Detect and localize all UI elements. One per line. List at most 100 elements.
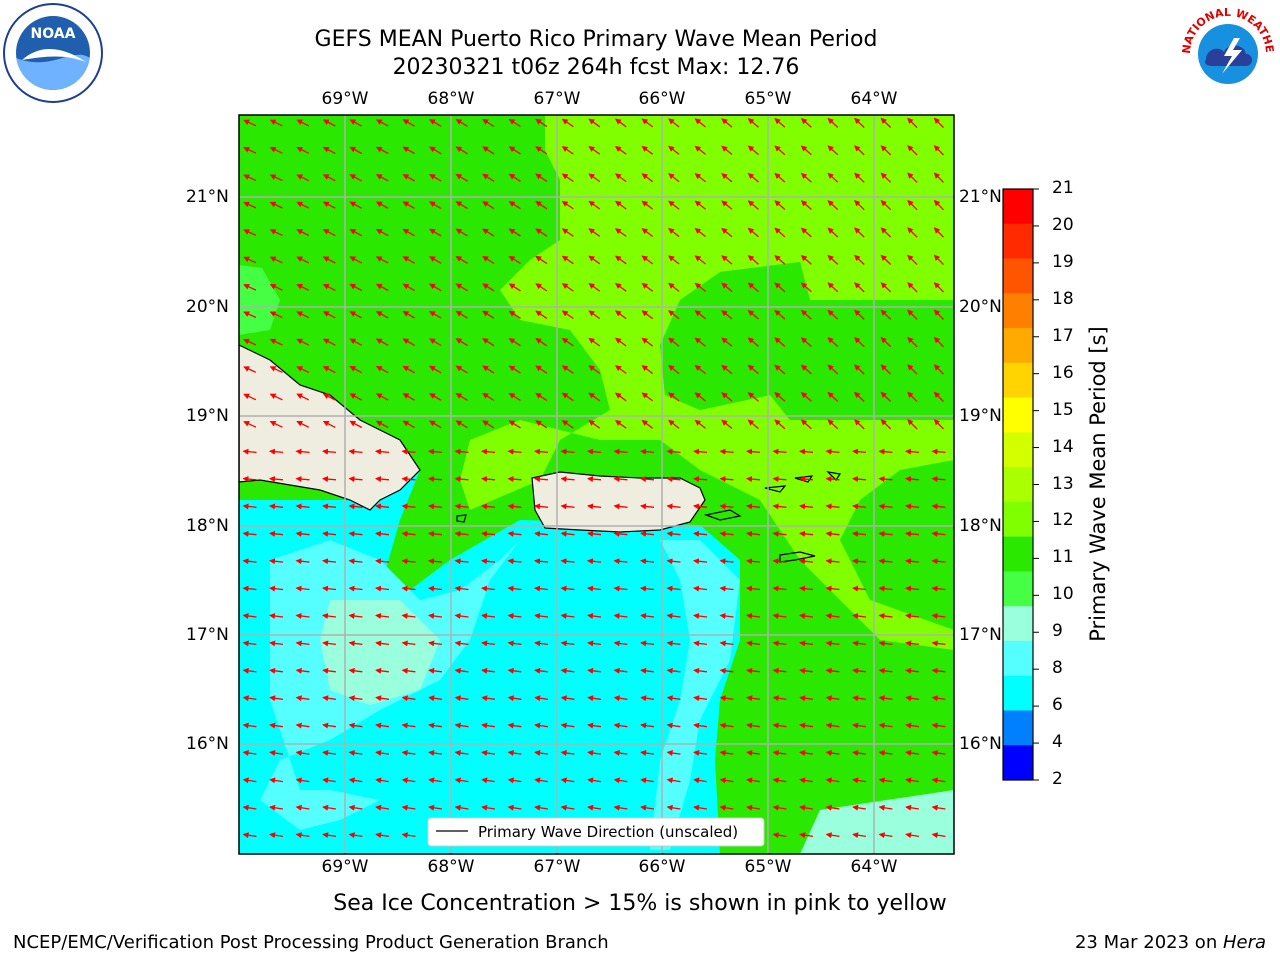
- wave-arrow: [375, 420, 389, 429]
- wave-arrow: [852, 585, 867, 592]
- lon-label-top-64w: 64°W: [850, 89, 898, 109]
- wave-arrow: [799, 667, 813, 674]
- wave-arrow: [640, 750, 654, 756]
- wave-arrow: [482, 283, 495, 292]
- wave-arrow: [931, 503, 946, 510]
- wave-arrow: [666, 750, 681, 756]
- wave-arrow: [772, 558, 787, 565]
- wave-arrow: [296, 366, 310, 374]
- wave-arrow: [825, 777, 840, 784]
- wave-arrow: [640, 530, 655, 537]
- wave-arrow: [454, 558, 469, 565]
- wave-arrow: [242, 558, 257, 565]
- wave-arrow: [933, 309, 944, 320]
- period-band-9-10-east: [650, 540, 740, 850]
- wave-arrow: [269, 284, 283, 291]
- wave-arrow: [694, 255, 707, 265]
- wave-arrow: [800, 200, 812, 210]
- wave-arrow: [613, 476, 628, 483]
- wave-arrow: [401, 585, 416, 592]
- wave-arrow: [402, 365, 415, 374]
- wave-arrow: [296, 311, 310, 319]
- wave-arrow: [269, 147, 283, 154]
- wave-arrow: [375, 146, 389, 155]
- wave-arrow: [587, 722, 601, 729]
- wave-arrow: [242, 804, 257, 811]
- wave-arrow: [375, 174, 389, 182]
- wave-arrow: [481, 585, 496, 592]
- wave-arrow: [772, 777, 787, 784]
- wave-arrow: [322, 393, 336, 401]
- wave-arrow: [322, 311, 336, 319]
- wave-arrow: [666, 667, 681, 674]
- wave-arrow: [854, 227, 865, 238]
- map-subtitle: 20230321 t06z 264h fcst Max: 12.76: [392, 55, 800, 80]
- wave-arrow: [641, 173, 654, 183]
- sea-ice-note: Sea Ice Concentration > 15% is shown in …: [333, 891, 947, 916]
- wave-arrow: [507, 448, 522, 455]
- wave-arrow: [481, 613, 496, 619]
- wave-arrow: [799, 530, 814, 537]
- wave-arrow: [322, 174, 336, 182]
- wave-arrow: [560, 585, 575, 592]
- wave-arrow: [747, 172, 759, 183]
- wave-arrow: [907, 199, 918, 211]
- wave-arrow: [827, 117, 839, 128]
- wave-arrow: [719, 530, 734, 537]
- wave-arrow: [401, 613, 416, 619]
- wave-arrow: [508, 392, 521, 402]
- lon-label-top-67w: 67°W: [533, 89, 581, 109]
- wave-arrow: [668, 392, 680, 402]
- wave-arrow: [534, 476, 549, 483]
- wave-arrow: [614, 118, 627, 128]
- wave-arrow: [721, 310, 733, 320]
- wave-arrow: [295, 448, 310, 455]
- wave-arrow: [242, 750, 257, 756]
- wave-arrow: [588, 283, 601, 292]
- wave-arrow: [800, 392, 812, 402]
- wave-arrow: [800, 255, 812, 265]
- colorbar-swatch: [1003, 606, 1033, 642]
- wave-arrow: [402, 338, 415, 346]
- wave-arrow: [402, 393, 415, 401]
- wave-arrow: [429, 393, 442, 401]
- wave-arrow: [401, 530, 416, 537]
- wave-arrow: [508, 201, 521, 210]
- wave-arrow: [295, 558, 310, 565]
- colorbar-swatch: [1003, 328, 1033, 364]
- wave-arrow: [587, 695, 601, 702]
- wave-arrow: [322, 722, 336, 729]
- lat-label-left-18n: 18°N: [186, 516, 229, 536]
- wave-arrow: [613, 558, 628, 565]
- wave-arrow: [535, 392, 548, 402]
- wave-arrow: [666, 585, 681, 592]
- wave-arrow: [614, 173, 627, 183]
- wave-arrow: [933, 199, 944, 211]
- wave-arrow: [774, 172, 786, 183]
- wave-arrow: [905, 832, 920, 839]
- wave-arrow: [693, 558, 708, 565]
- wave-arrow: [534, 530, 549, 537]
- wave-arrow: [295, 804, 310, 811]
- wave-arrow: [641, 282, 654, 292]
- wave-arrow: [243, 229, 257, 236]
- wave-arrow: [719, 613, 734, 619]
- wave-arrow: [428, 476, 443, 483]
- wave-arrow: [428, 777, 443, 784]
- wave-arrow: [614, 420, 627, 429]
- wave-arrow: [931, 804, 946, 811]
- wave-arrow: [348, 530, 363, 537]
- colorbar-tick-label: 21: [1052, 178, 1074, 198]
- wave-arrow: [774, 309, 786, 320]
- wave-arrow: [825, 722, 840, 729]
- footer-org: NCEP/EMC/Verification Post Processing Pr…: [13, 932, 609, 953]
- wave-arrow: [878, 585, 893, 592]
- wave-arrow: [880, 254, 892, 265]
- wave-arrow: [508, 255, 521, 265]
- wave-arrow: [455, 146, 468, 155]
- wave-arrow: [693, 722, 707, 729]
- wave-arrow: [905, 448, 920, 455]
- lon-label-bottom-66w: 66°W: [638, 857, 686, 877]
- wave-arrow: [641, 337, 654, 347]
- wave-arrow: [507, 503, 522, 510]
